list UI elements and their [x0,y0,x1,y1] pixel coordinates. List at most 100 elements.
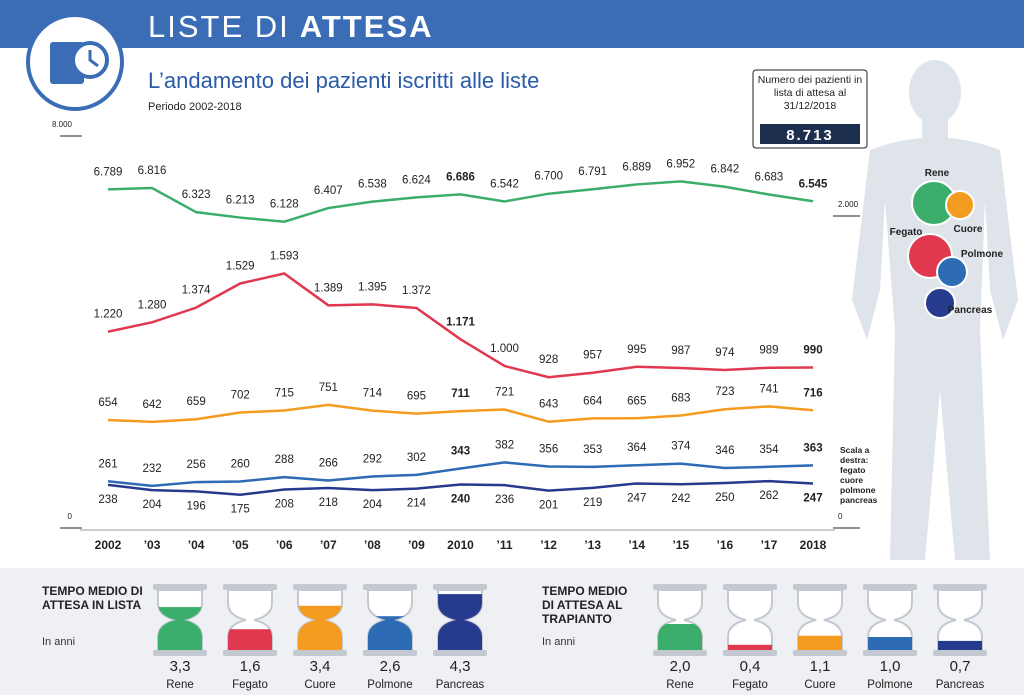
legend-label: Cuore [954,224,983,235]
series-line [107,180,814,223]
data-label: 642 [142,399,161,411]
value-label: 1,0 [880,658,901,675]
data-label: 654 [98,397,118,409]
y-tick-label: 8.000 [52,120,73,129]
data-label: 974 [715,347,735,359]
data-label: 261 [98,458,117,470]
value-label: 1,1 [810,658,831,675]
right-axis-note-box: Scala a destra: fegato cuore polmone pan… [840,445,878,505]
category-label: Rene [166,679,194,691]
data-label: 266 [319,458,338,470]
category-label: Fegato [232,679,268,691]
hourglass-cap [153,584,207,590]
data-label: 1.280 [138,299,167,311]
hourglass-fill [868,637,912,650]
data-label: 6.128 [270,199,299,211]
data-label: 683 [671,392,690,404]
data-label: 716 [803,387,822,399]
data-label: 262 [759,490,778,502]
x-tick-label: ’09 [408,538,425,552]
data-label: 6.700 [534,171,563,183]
data-label: 6.816 [138,165,167,177]
data-label: 711 [451,388,470,400]
callout-label: Numero dei pazienti in lista di attesa a… [757,74,863,112]
data-label: 242 [671,493,690,505]
y2-tick-label: 0 [838,512,843,521]
value-label: 3,4 [310,658,331,675]
icon-hands [88,50,99,68]
data-label: 6.407 [314,185,343,197]
hourglass-fill [798,635,842,650]
data-label: 238 [98,494,117,506]
data-label: 665 [627,395,646,407]
category-label: Cuore [304,679,335,691]
data-label: 6.889 [622,161,651,173]
hourglass-cap [293,584,347,590]
data-label: 214 [407,498,427,510]
data-label: 236 [495,494,514,506]
series-line [107,461,814,488]
data-label: 354 [759,444,779,456]
hourglass-fill [158,607,202,650]
data-label: 218 [319,497,338,509]
data-label: 702 [231,389,250,401]
title-light: LISTE DI [148,9,290,44]
hourglass-cap [723,650,777,656]
category-label: Cuore [804,679,835,691]
data-label: 1.220 [94,309,123,321]
hourglass-cap [433,650,487,656]
data-label: 219 [583,497,602,509]
category-label: Fegato [732,679,768,691]
y2-tick-label: 2.000 [838,200,859,209]
category-label: Pancreas [436,679,485,691]
hourglass-fill [658,624,702,650]
hourglass-cap [653,584,707,590]
data-label: 260 [231,458,250,470]
x-tick-label: ’05 [232,538,249,552]
data-label: 715 [275,387,294,399]
page-title: LISTE DI ATTESA [148,9,433,44]
data-label: 374 [671,441,691,453]
data-label: 643 [539,399,558,411]
data-label: 6.789 [94,166,123,178]
x-tick-label: ’11 [497,538,513,552]
x-tick-label: ’04 [188,538,205,552]
category-label: Polmone [367,679,412,691]
legend-label: Pancreas [948,305,993,316]
value-label: 0,4 [740,658,761,675]
data-label: 995 [627,344,646,356]
data-label: 6.952 [666,158,695,170]
value-label: 2,0 [670,658,691,675]
x-tick-label: ’06 [276,538,293,552]
data-label: 1.395 [358,281,387,293]
hourglass-cap [863,650,917,656]
hourglass-cap [433,584,487,590]
right-axis-note: Scala a destra: fegato cuore polmone pan… [840,445,878,505]
chart-subtitle: Periodo 2002-2018 [148,101,242,113]
value-label: 3,3 [170,658,191,675]
series-line [107,403,814,424]
data-label: 723 [715,386,734,398]
header-band [0,0,1024,48]
data-label: 957 [583,350,602,362]
data-label: 247 [627,492,646,504]
hourglass-cap [933,584,987,590]
data-label: 721 [495,387,514,399]
hourglass-subtitle: In anni [42,636,76,648]
hourglass-cap [723,584,777,590]
hourglass-fill [228,629,272,650]
data-label: 6.686 [446,171,475,183]
body-silhouette [852,60,1018,560]
data-label: 928 [539,354,558,366]
hourglass-fill [728,644,772,650]
x-tick-label: 2002 [95,538,122,552]
data-label: 204 [142,499,162,511]
data-label: 1.000 [490,343,519,355]
data-label: 288 [275,454,294,466]
legend-label: Rene [925,168,950,179]
data-label: 6.683 [755,172,784,184]
hourglass-fill [298,605,342,650]
data-label: 714 [363,388,383,400]
data-label: 1.372 [402,285,431,297]
